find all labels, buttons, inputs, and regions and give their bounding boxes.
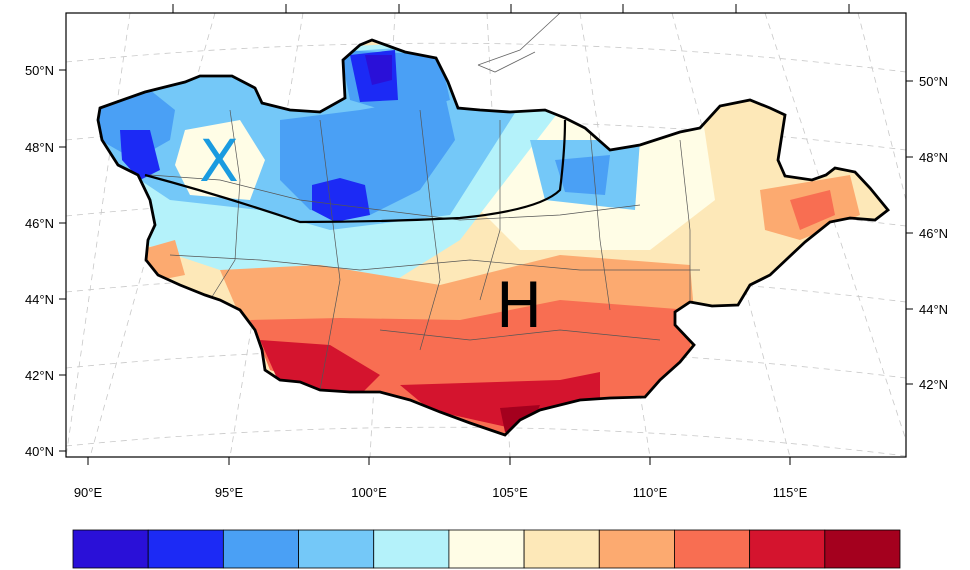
lat-label-right: 42°N [919,377,948,392]
colorbar-swatch [373,529,450,569]
lat-label-right: 50°N [919,74,948,89]
lat-label-left: 42°N [25,368,54,383]
colorbar-swatch [749,529,826,569]
lon-label: 105°E [492,485,528,500]
cold-center-marker: X [199,127,239,195]
lat-label-left: 40°N [25,444,54,459]
contour-patch [175,120,265,200]
lat-label-left: 46°N [25,216,54,231]
plot-frame [65,12,907,458]
lat-label-left: 44°N [25,292,54,307]
lat-label-left: 50°N [25,63,54,78]
lat-label-right: 46°N [919,226,948,241]
colorbar-swatch [448,529,525,569]
contour-patch [312,178,370,222]
lon-label: 90°E [74,485,103,500]
contour-patch [790,190,835,230]
lat-label-right: 48°N [919,150,948,165]
lat-label-right: 44°N [919,302,948,317]
colorbar-swatch [147,529,224,569]
colorbar [72,529,901,569]
contour-patch [365,55,392,85]
colorbar-swatch [824,529,901,569]
lon-label: 100°E [351,485,387,500]
warm-center-marker: H [496,269,543,342]
colorbar-swatch [298,529,375,569]
neighbor-boundary [477,51,536,73]
province-boundaries [149,109,700,391]
lon-label: 110°E [633,485,668,500]
lat-axis-left: 50°N 48°N 46°N 44°N 42°N 40°N [25,63,66,459]
contour-patch [140,240,185,280]
lon-ticks-top [172,4,850,13]
lon-axis-bottom: 90°E 95°E 100°E 105°E 110°E 115°E [74,457,808,500]
national-border [96,38,890,437]
lon-label: 95°E [215,485,244,500]
contour-patch [98,90,175,160]
lat-label-left: 48°N [25,140,54,155]
colorbar-swatch [72,529,149,569]
contour-patch [120,130,160,180]
lon-label: 115°E [773,485,808,500]
colorbar-swatch [523,529,600,569]
colorbar-swatch [222,529,299,569]
lat-axis-right: 50°N 48°N 46°N 44°N 42°N [906,74,948,392]
neighbor-boundary [477,12,561,66]
colorbar-swatch [598,529,675,569]
contour-patch [555,155,610,195]
division-curve [144,119,567,224]
colorbar-swatch [674,529,751,569]
